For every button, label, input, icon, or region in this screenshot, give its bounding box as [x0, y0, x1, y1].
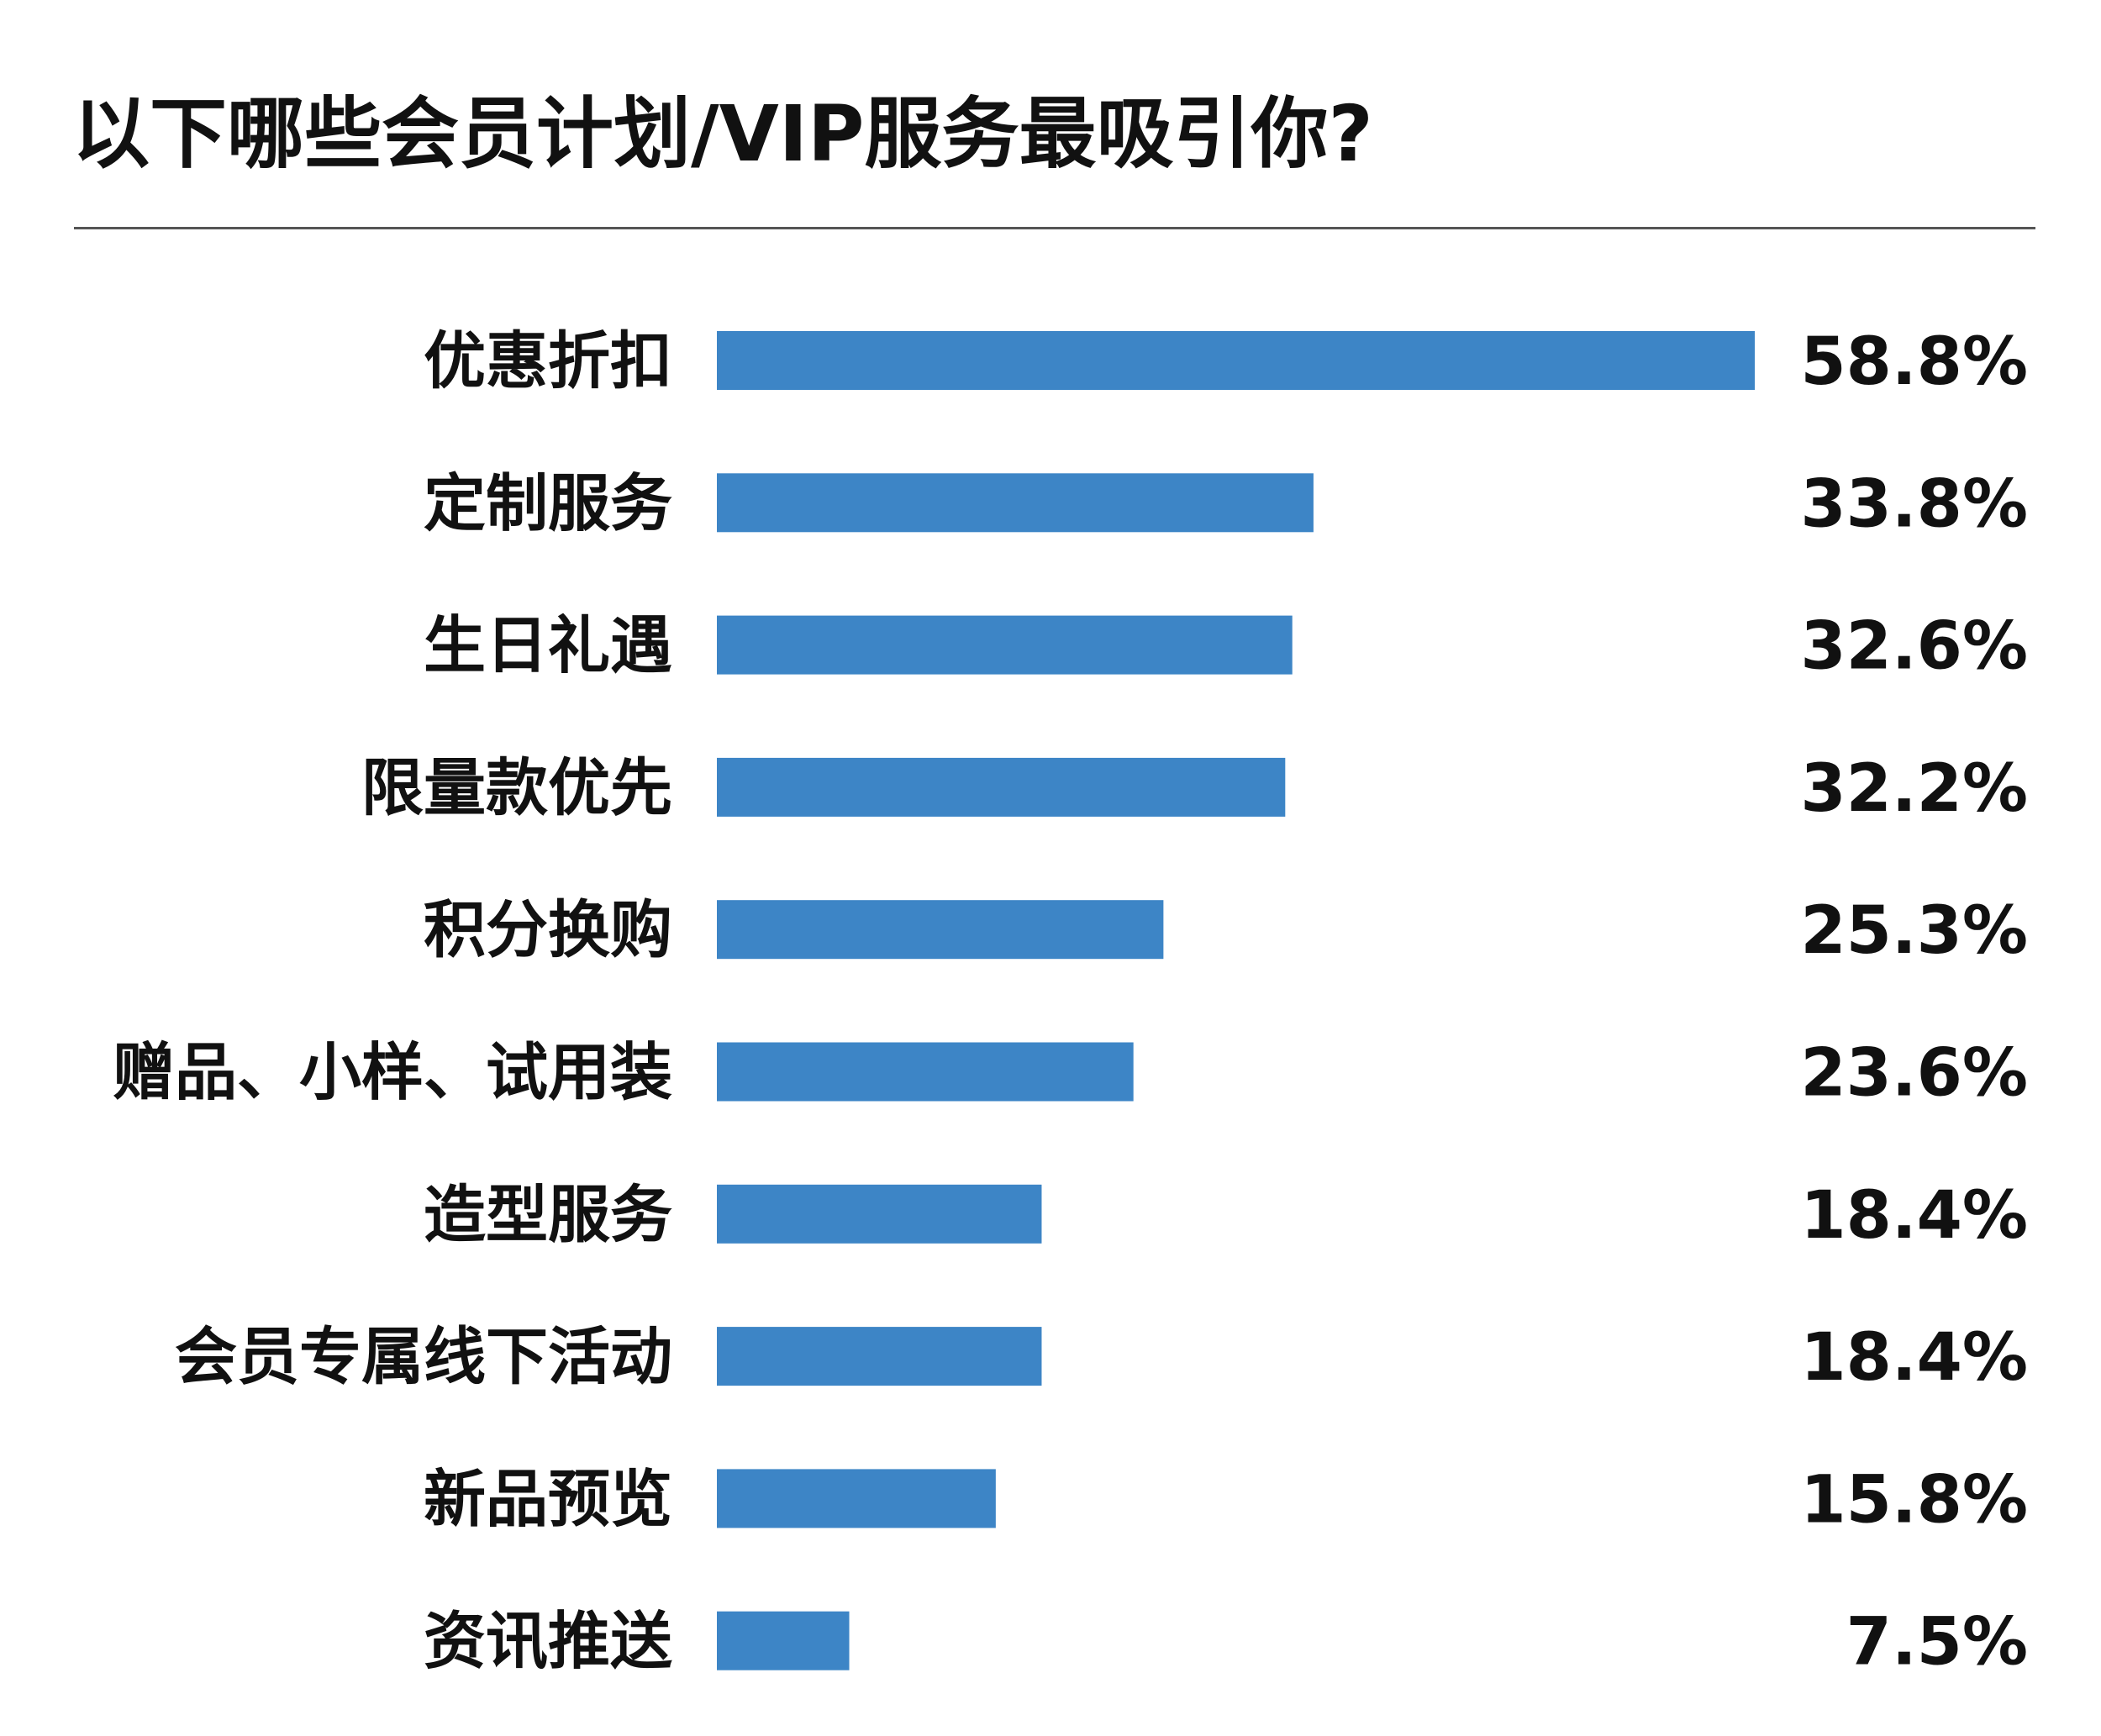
bar [717, 900, 1164, 960]
bar [717, 473, 1314, 533]
title-divider [74, 227, 2035, 229]
category-label: 限量款优先 [361, 752, 672, 824]
value-label: 15.8% [1800, 1462, 2028, 1538]
category-label: 资讯推送 [424, 1606, 672, 1678]
value-label: 18.4% [1800, 1320, 2028, 1396]
value-label: 32.2% [1800, 751, 2028, 827]
category-label: 生日礼遇 [424, 610, 672, 682]
bar [717, 1042, 1134, 1102]
category-label: 积分换购 [424, 894, 672, 966]
value-label: 25.3% [1800, 893, 2028, 969]
value-label: 32.6% [1800, 609, 2028, 685]
bar [717, 1469, 996, 1528]
value-label: 23.6% [1800, 1036, 2028, 1112]
value-label: 33.8% [1800, 466, 2028, 542]
chart-title: 以下哪些会员计划/VIP服务最吸引你? [72, 89, 1373, 179]
bar [717, 757, 1286, 817]
value-label: 18.4% [1800, 1178, 2028, 1254]
value-label: 7.5% [1846, 1605, 2028, 1681]
category-label: 新品预览 [424, 1463, 672, 1535]
category-label: 定制服务 [424, 467, 672, 539]
bar [717, 331, 1755, 390]
bar [717, 1184, 1042, 1244]
category-label: 造型服务 [424, 1179, 672, 1251]
bar [717, 1327, 1042, 1386]
category-label: 会员专属线下活动 [175, 1321, 672, 1393]
category-label: 赠品、小样、试用装 [113, 1037, 672, 1109]
category-label: 优惠折扣 [424, 325, 672, 397]
value-label: 58.8% [1800, 324, 2028, 400]
bar [717, 615, 1293, 675]
bar [717, 1611, 850, 1670]
